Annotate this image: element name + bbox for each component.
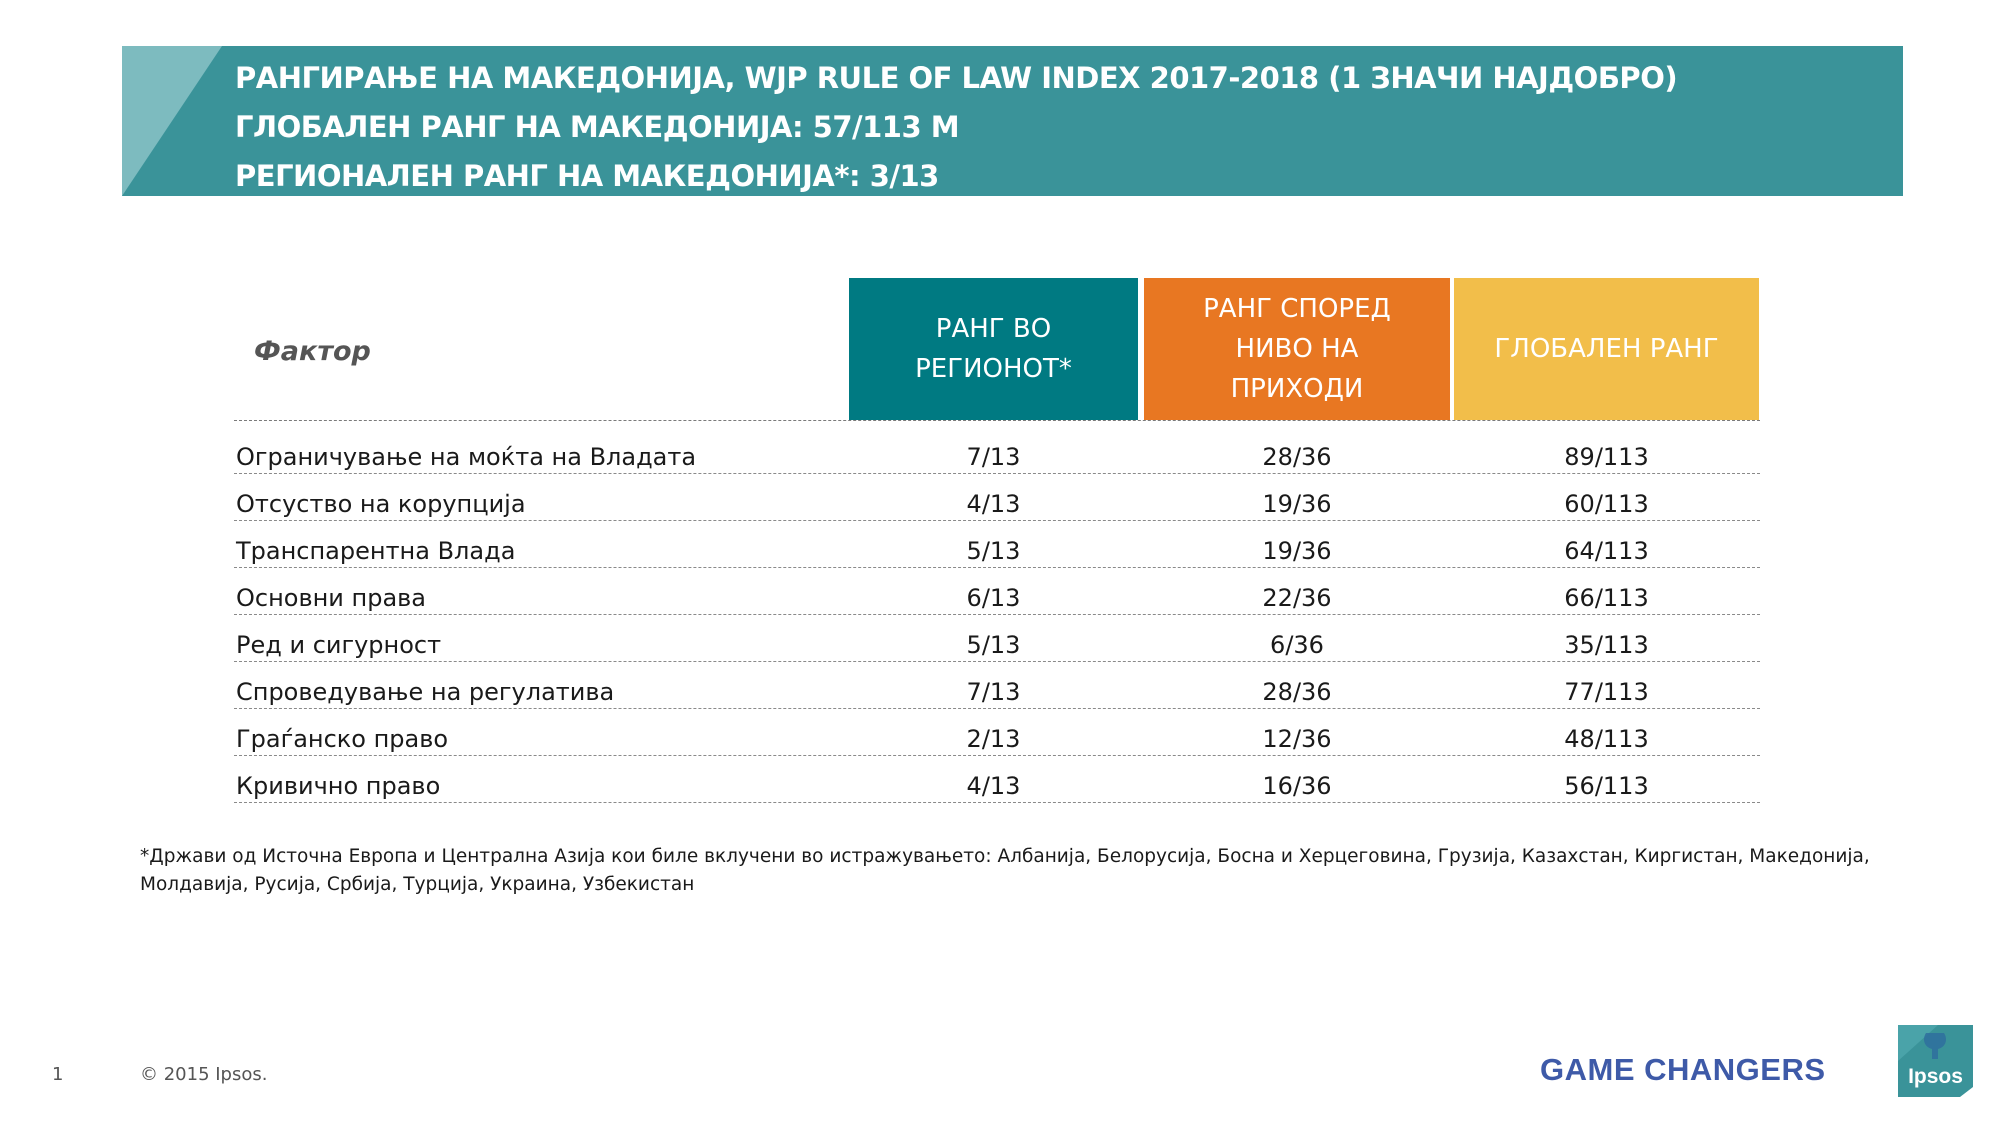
footnote-line1: *Држави од Источна Европа и Централна Аз… bbox=[140, 846, 1870, 867]
ipsos-logo-mark bbox=[1898, 1025, 1973, 1097]
table-row: Основни права 6/13 22/36 66/113 bbox=[234, 568, 1760, 615]
region-rank-cell: 6/13 bbox=[966, 584, 1021, 612]
footnote: *Држави од Источна Европа и Централна Аз… bbox=[140, 843, 1900, 899]
income-rank-cell: 28/36 bbox=[1262, 678, 1332, 706]
page-number: 1 bbox=[52, 1064, 64, 1085]
region-rank-cell: 5/13 bbox=[966, 631, 1021, 659]
global-rank-cell: 48/113 bbox=[1564, 725, 1649, 753]
copyright: © 2015 Ipsos. bbox=[140, 1064, 268, 1085]
table-row: Отсуство на корупција 4/13 19/36 60/113 bbox=[234, 474, 1760, 521]
game-changers-tagline: GAME CHANGERS bbox=[1540, 1052, 1826, 1087]
factor-cell: Ограничување на моќта на Владата bbox=[236, 443, 697, 471]
table-row: Граѓанско право 2/13 12/36 48/113 bbox=[234, 709, 1760, 756]
income-rank-cell: 22/36 bbox=[1262, 584, 1332, 612]
global-rank-cell: 77/113 bbox=[1564, 678, 1649, 706]
factor-cell: Транспарентна Влада bbox=[236, 537, 516, 565]
factor-cell: Ред и сигурност bbox=[236, 631, 442, 659]
table-row: Кривично право 4/13 16/36 56/113 bbox=[234, 756, 1760, 803]
factor-cell: Спроведување на регулатива bbox=[236, 678, 615, 706]
factor-cell: Кривично право bbox=[236, 772, 441, 800]
region-rank-cell: 7/13 bbox=[966, 443, 1021, 471]
ipsos-logo: Ipsos bbox=[1898, 1025, 1973, 1097]
global-header-label: ГЛОБАЛЕН РАНГ bbox=[1494, 334, 1719, 364]
factor-cell: Основни права bbox=[236, 584, 427, 612]
global-rank-cell: 60/113 bbox=[1564, 490, 1649, 518]
region-header-line1: РАНГ ВО bbox=[935, 314, 1052, 344]
factor-column-header: Фактор bbox=[254, 336, 371, 367]
header-banner: РАНГИРАЊЕ НА МАКЕДОНИЈА, WJP RULE OF LAW… bbox=[122, 46, 1903, 196]
region-rank-cell: 5/13 bbox=[966, 537, 1021, 565]
table-body: Ограничување на моќта на Владата 7/13 28… bbox=[234, 427, 1760, 803]
region-rank-column-header: РАНГ ВО РЕГИОНОТ* bbox=[849, 278, 1138, 420]
footnote-line2: Молдавија, Русија, Србија, Турција, Укра… bbox=[140, 874, 695, 895]
region-rank-cell: 4/13 bbox=[966, 772, 1021, 800]
region-rank-cell: 7/13 bbox=[966, 678, 1021, 706]
income-rank-cell: 19/36 bbox=[1262, 537, 1332, 565]
global-rank-line: ГЛОБАЛЕН РАНГ НА МАКЕДОНИЈА: 57/113 М bbox=[235, 110, 960, 144]
income-header-line1: РАНГ СПОРЕД bbox=[1203, 294, 1391, 324]
page-title: РАНГИРАЊЕ НА МАКЕДОНИЈА, WJP RULE OF LAW… bbox=[235, 61, 1678, 95]
income-header-line3: ПРИХОДИ bbox=[1230, 374, 1364, 404]
income-rank-cell: 12/36 bbox=[1262, 725, 1332, 753]
region-rank-cell: 4/13 bbox=[966, 490, 1021, 518]
global-rank-cell: 64/113 bbox=[1564, 537, 1649, 565]
header-divider bbox=[234, 420, 1760, 421]
income-rank-cell: 6/36 bbox=[1270, 631, 1324, 659]
factor-cell: Отсуство на корупција bbox=[236, 490, 526, 518]
ipsos-logo-text: Ipsos bbox=[1908, 1065, 1963, 1088]
table-row: Спроведување на регулатива 7/13 28/36 77… bbox=[234, 662, 1760, 709]
region-rank-cell: 2/13 bbox=[966, 725, 1021, 753]
global-rank-cell: 66/113 bbox=[1564, 584, 1649, 612]
table-row: Ограничување на моќта на Владата 7/13 28… bbox=[234, 427, 1760, 474]
income-rank-cell: 16/36 bbox=[1262, 772, 1332, 800]
table-row: Ред и сигурност 5/13 6/36 35/113 bbox=[234, 615, 1760, 662]
table-row: Транспарентна Влада 5/13 19/36 64/113 bbox=[234, 521, 1760, 568]
income-rank-column-header: РАНГ СПОРЕД НИВО НА ПРИХОДИ bbox=[1144, 278, 1450, 420]
global-rank-cell: 89/113 bbox=[1564, 443, 1649, 471]
region-header-line2: РЕГИОНОТ* bbox=[915, 354, 1072, 384]
income-header-line2: НИВО НА bbox=[1235, 334, 1359, 364]
global-rank-column-header: ГЛОБАЛЕН РАНГ bbox=[1454, 278, 1759, 420]
factor-cell: Граѓанско право bbox=[236, 725, 449, 753]
global-rank-cell: 56/113 bbox=[1564, 772, 1649, 800]
global-rank-cell: 35/113 bbox=[1564, 631, 1649, 659]
banner-corner-decoration bbox=[122, 46, 222, 196]
income-rank-cell: 19/36 bbox=[1262, 490, 1332, 518]
regional-rank-line: РЕГИОНАЛЕН РАНГ НА МАКЕДОНИЈА*: 3/13 bbox=[235, 159, 939, 193]
income-rank-cell: 28/36 bbox=[1262, 443, 1332, 471]
